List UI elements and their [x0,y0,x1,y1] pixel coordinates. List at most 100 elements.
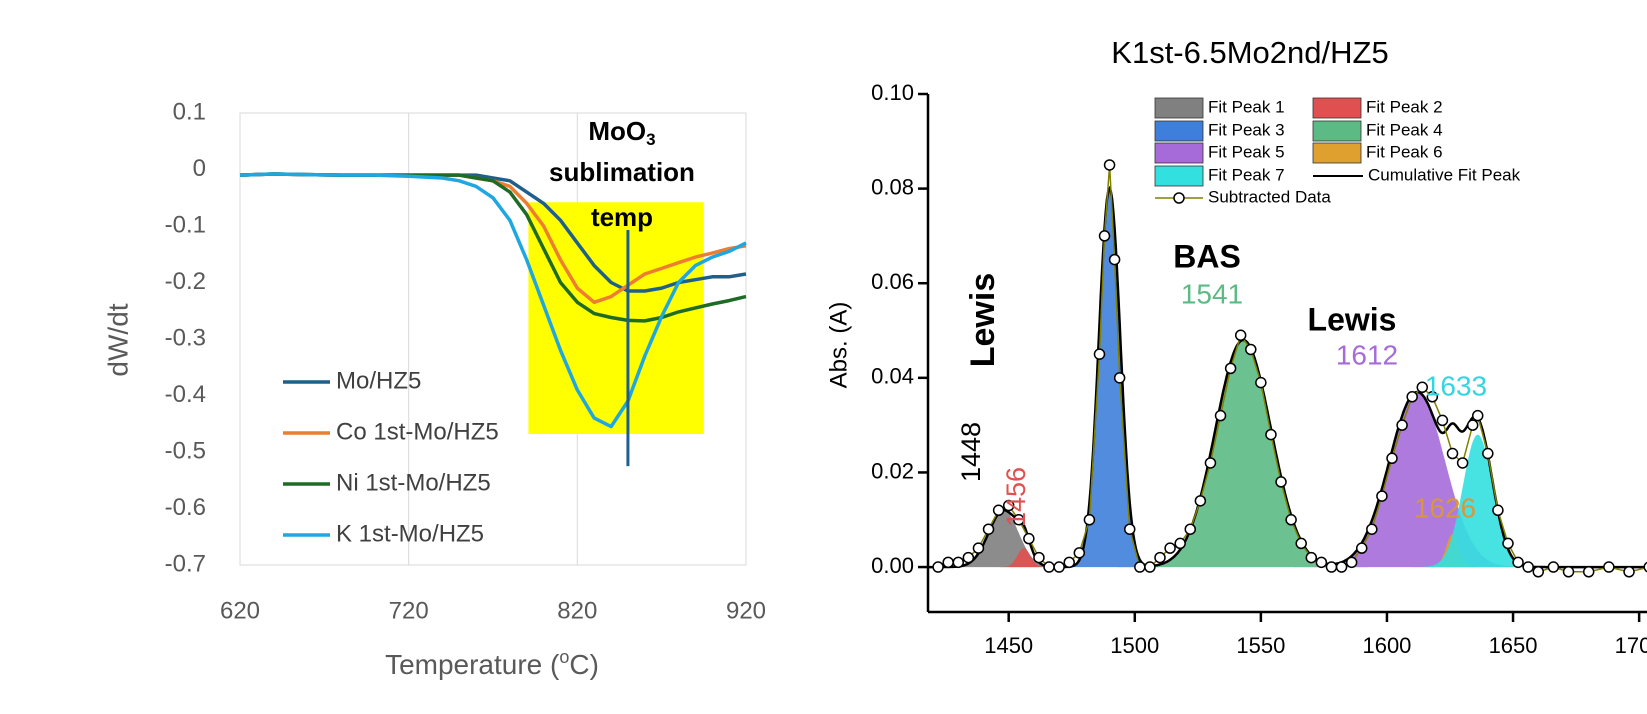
data-point [1603,561,1615,573]
x-tick-label: 1550 [1236,633,1285,658]
data-point [1416,381,1429,394]
data-point [1224,362,1237,375]
x-tick-label: 1700 [1615,633,1647,658]
legend-label: Ni 1st-Mo/HZ5 [336,469,491,496]
data-point [992,504,1005,517]
legend-label: Fit Peak 1 [1208,97,1285,116]
data-point [1643,561,1647,573]
annotation: 1626 [1414,492,1476,523]
data-point [1305,551,1318,564]
data-point [1023,532,1035,545]
data-point [1103,159,1116,171]
data-point [1144,561,1156,573]
x-tick-label: 820 [557,597,597,624]
data-point [1234,329,1247,342]
data-point [1471,409,1484,422]
data-point [1053,561,1065,573]
data-point [972,542,985,554]
data-point [1522,561,1534,573]
chart-title: K1st-6.5Mo2nd/HZ5 [1111,35,1388,70]
y-tick-label: 0.06 [871,269,914,294]
annotation: 1541 [1181,278,1243,309]
data-point [1355,542,1368,554]
legend-swatch [1154,97,1204,119]
x-tick-label: 920 [726,597,766,624]
x-axis-label-part: Temperature ( [385,649,560,680]
legend-label: Subtracted Data [1208,187,1331,206]
annotation: sublimation [549,157,695,187]
data-point [1512,556,1524,569]
data-point [1154,551,1166,564]
data-point [1456,457,1469,469]
annotation: 1633 [1425,370,1487,401]
data-point [1532,566,1545,578]
data-point [1174,537,1186,550]
legend-label: Fit Peak 3 [1208,120,1285,139]
legend-swatch [1154,120,1204,142]
data-point [1245,343,1257,356]
legend-label: Fit Peak 6 [1366,142,1443,161]
data-point [1547,561,1560,573]
data-point [952,556,965,569]
data-point [1164,542,1176,554]
legend-swatch [1154,142,1204,164]
y-tick-label: 0.1 [173,98,206,125]
x-axis-label: Temperature (oC) [385,647,599,681]
data-point [1214,409,1227,422]
data-point [1295,537,1307,550]
data-point [1466,419,1479,431]
series-line [239,172,747,429]
legend-label: Fit Peak 2 [1366,97,1443,116]
data-point [1073,547,1086,559]
data-point [1098,230,1111,242]
data-point [1502,537,1514,550]
data-point [1033,551,1045,564]
data-point [1623,566,1635,578]
data-point [1108,253,1121,266]
data-point [1184,523,1197,535]
annotation-sub: 3 [646,130,655,149]
x-tick-label: 1600 [1362,633,1411,658]
data-point [1386,452,1398,465]
annotation: Lewis [964,273,1002,367]
x-axis-label-sup: o [559,647,569,667]
y-tick-label: 0.10 [871,80,914,105]
annotation: 1448 [956,422,986,482]
legend-label: Fit Peak 7 [1208,165,1285,184]
legend-label: Mo/HZ5 [336,367,421,394]
y-tick-label: 0 [193,155,206,182]
x-tick-label: 1500 [1110,633,1159,658]
x-tick-label: 620 [220,597,260,624]
y-tick-label: -0.1 [165,211,206,238]
fit-peak [1254,392,1580,568]
annotation: MoO3 [588,116,655,150]
data-point [942,556,954,569]
y-axis-label: dW/dt [102,303,133,376]
data-point [1446,447,1459,460]
annotation: 1612 [1336,339,1398,370]
legend-swatch [1154,165,1204,187]
data-point [1204,457,1217,469]
data-point [1043,561,1055,573]
legend-swatch-marker [1173,192,1185,204]
annotation: temp [591,202,653,232]
legend-label: Fit Peak 4 [1366,120,1443,139]
y-tick-label: -0.7 [165,550,206,577]
data-point [982,523,995,535]
y-tick-label: 0.04 [871,364,914,389]
x-tick-label: 1650 [1489,633,1538,658]
x-tick-label: 720 [389,597,429,624]
data-point [962,551,975,564]
legend-swatch [1312,142,1362,164]
fit-peak [1390,434,1565,568]
y-tick-label: 0.02 [871,458,914,483]
y-tick-label: -0.2 [165,268,206,295]
data-point [1325,561,1338,573]
y-tick-label: -0.4 [165,381,206,408]
x-axis-label-part: C) [569,649,599,680]
data-point [1492,504,1504,517]
data-point [1345,556,1358,569]
data-point [1482,447,1494,460]
data-point [1255,376,1267,389]
fit-peak [1047,188,1172,568]
